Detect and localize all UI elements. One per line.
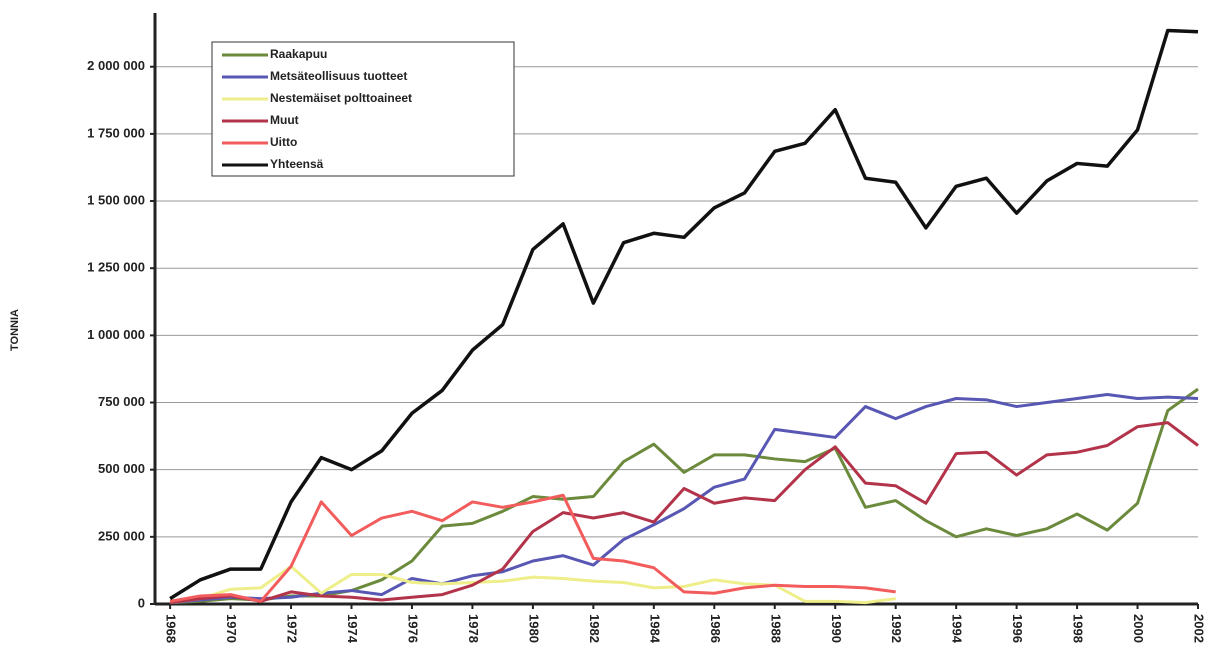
y-tick-label: 1 500 000 <box>87 192 145 207</box>
x-tick-label: 1974 <box>345 614 360 644</box>
series-line <box>169 421 1199 605</box>
series-line <box>169 28 1199 601</box>
x-tick-label: 1998 <box>1071 614 1086 643</box>
x-tick-label: 1988 <box>768 614 783 643</box>
legend-label: Nestemäiset polttoaineet <box>270 91 412 105</box>
x-tick-label: 1972 <box>285 614 300 643</box>
x-tick-label: 1984 <box>647 614 662 644</box>
x-tick-label: 1980 <box>526 614 541 643</box>
legend-label: Uitto <box>270 135 297 149</box>
legend-label: Raakapuu <box>270 47 327 61</box>
y-tick-label: 750 000 <box>98 394 145 409</box>
y-tick-label: 1 250 000 <box>87 260 145 275</box>
x-tick-label: 1968 <box>164 614 179 643</box>
x-tick-label: 2002 <box>1192 614 1207 643</box>
y-tick-label: 0 <box>138 595 145 610</box>
y-tick-label: 1 000 000 <box>87 327 145 342</box>
x-tick-label: 1992 <box>889 614 904 643</box>
legend-label: Metsäteollisuus tuotteet <box>270 69 407 83</box>
x-tick-label: 1996 <box>1010 614 1025 643</box>
legend: Raakapuu Metsäteollisuus tuotteet Nestemäi… <box>211 41 515 177</box>
legend-label: Muut <box>270 113 299 127</box>
x-tick-label: 1970 <box>224 614 239 643</box>
x-tick-label: 2000 <box>1131 614 1146 643</box>
x-tick-label: 1976 <box>406 614 421 643</box>
series-line <box>170 387 1199 605</box>
x-tick-label: 1990 <box>829 614 844 643</box>
legend-box <box>211 41 515 177</box>
series-line <box>169 493 896 603</box>
legend-label: Yhteensä <box>270 157 324 171</box>
x-tick-label: 1978 <box>466 614 481 643</box>
y-tick-label: 2 000 000 <box>87 58 145 73</box>
y-axis-label: TONNIA <box>9 309 21 351</box>
y-tick-label: 250 000 <box>98 528 145 543</box>
x-tick-label: 1986 <box>708 614 723 643</box>
y-tick-label: 500 000 <box>98 461 145 476</box>
y-tick-label: 1 750 000 <box>87 125 145 140</box>
x-tick-label: 1982 <box>587 614 602 643</box>
series-line <box>169 392 1199 605</box>
x-tick-label: 1994 <box>950 614 965 644</box>
